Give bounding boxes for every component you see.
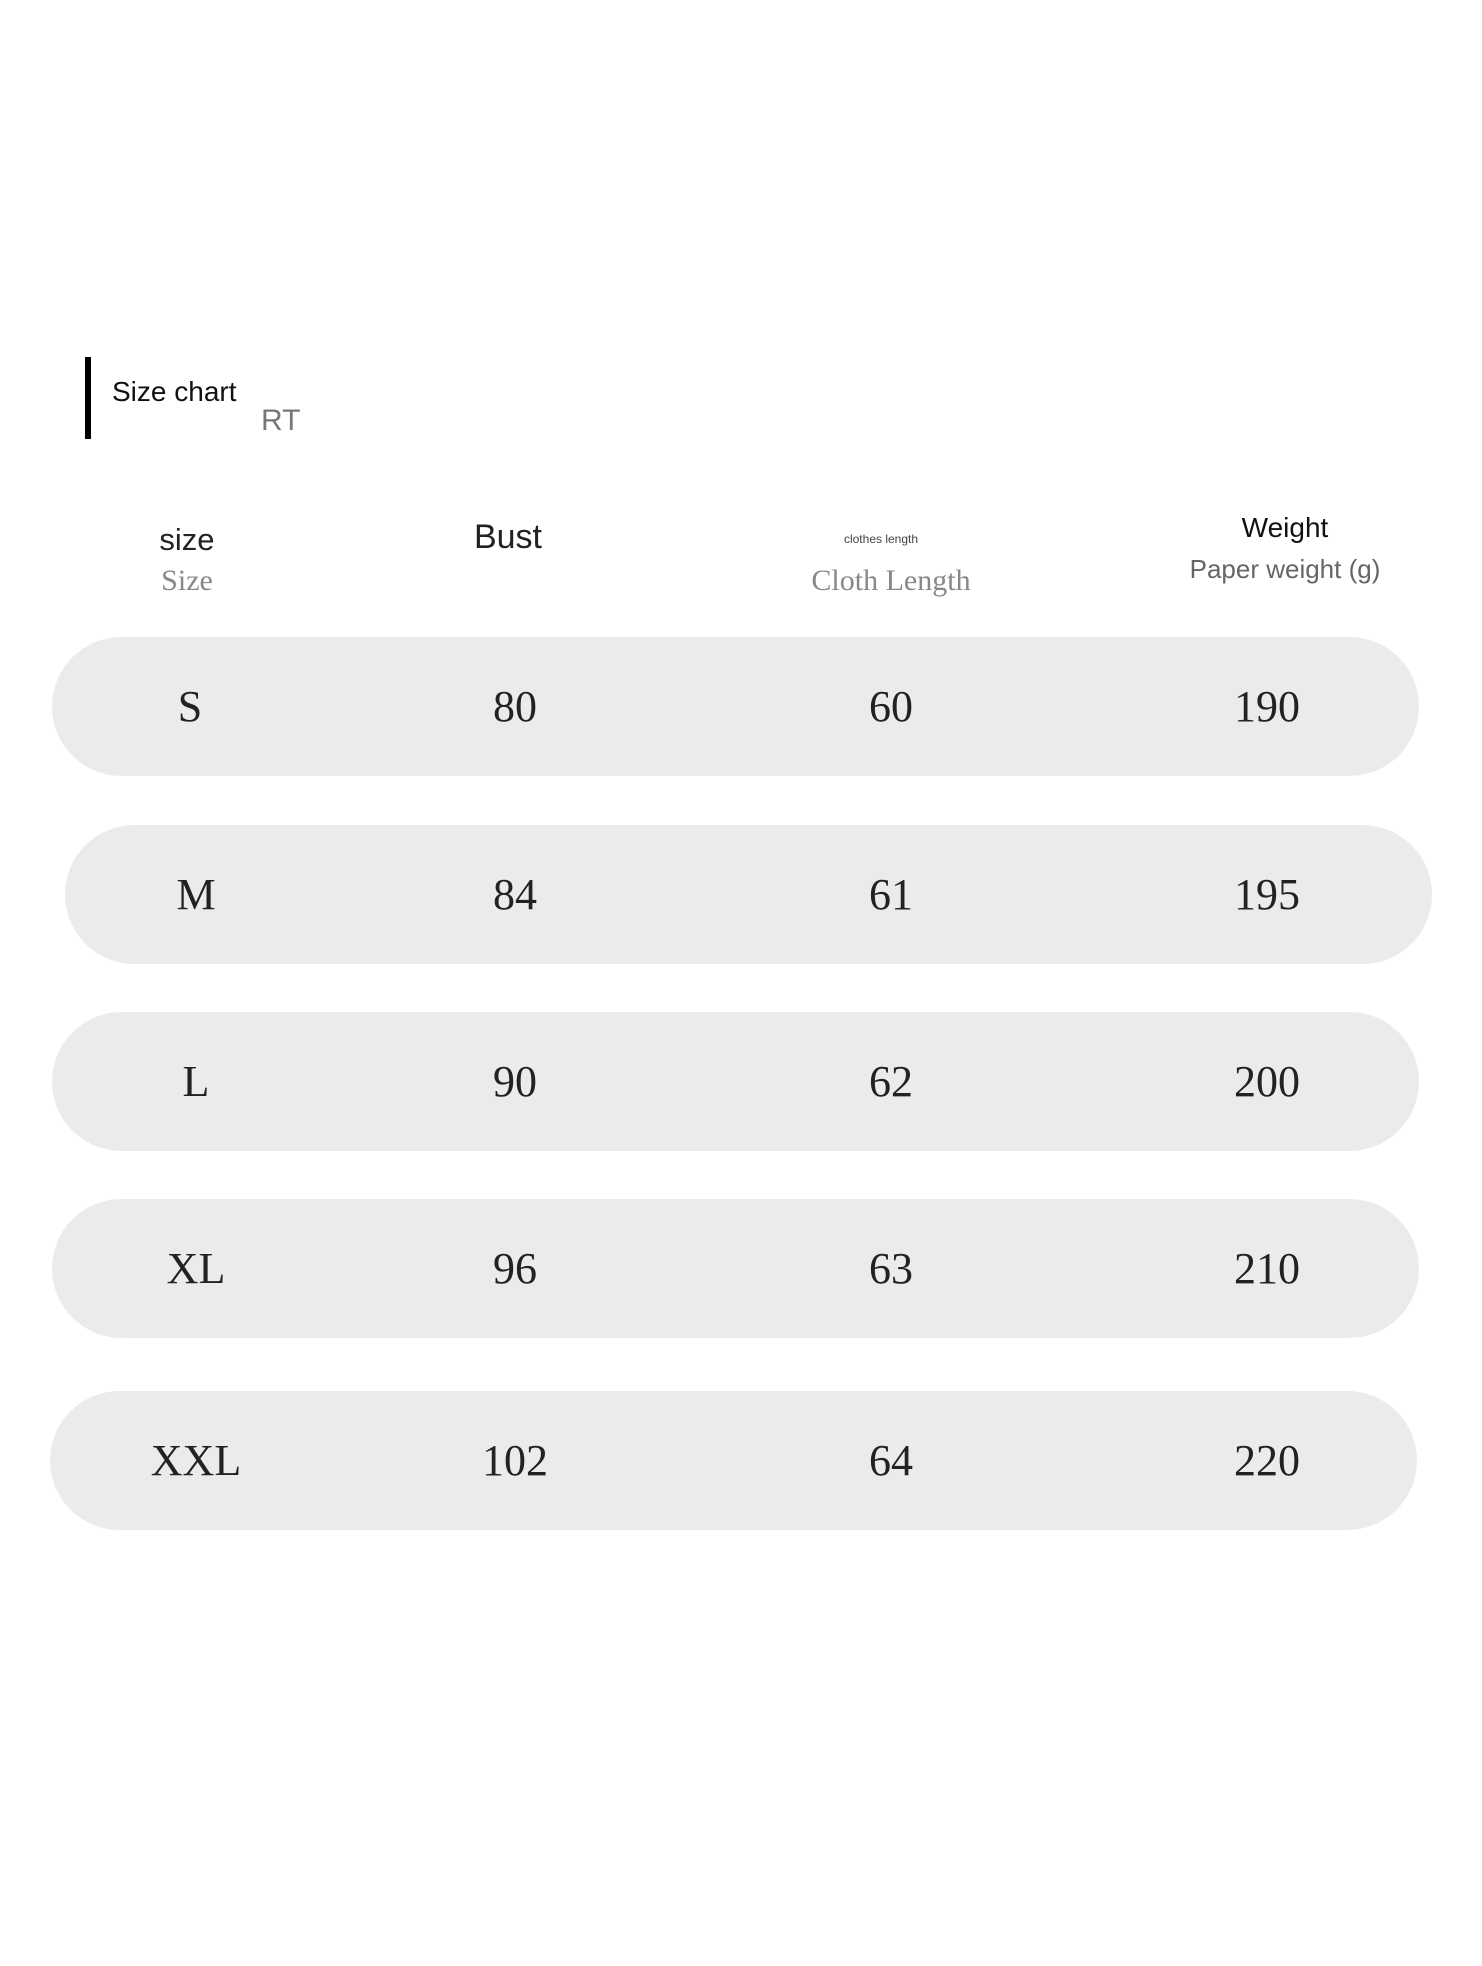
table-cell: 220 bbox=[1234, 1436, 1300, 1485]
table-cell: 60 bbox=[869, 682, 913, 731]
table-cell: M bbox=[176, 870, 216, 919]
table-cell: 195 bbox=[1234, 870, 1300, 919]
header-secondary: Cloth Length bbox=[811, 564, 971, 597]
table-row: XXL 102 64 220 bbox=[50, 1391, 1417, 1530]
table-row: M 84 61 195 bbox=[65, 825, 1432, 964]
column-header-weight: Weight Paper weight (g) bbox=[1105, 512, 1465, 585]
table-row: XL 96 63 210 bbox=[52, 1199, 1419, 1338]
table-cell: 200 bbox=[1234, 1057, 1300, 1106]
table-cell: 84 bbox=[493, 870, 537, 919]
header-primary: clothes length bbox=[843, 532, 919, 546]
title-accent-bar bbox=[85, 357, 91, 439]
table-cell: 62 bbox=[869, 1057, 913, 1106]
table-cell: XXL bbox=[150, 1436, 242, 1485]
header-primary: Bust bbox=[473, 518, 543, 556]
table-row: L 90 62 200 bbox=[52, 1012, 1419, 1151]
table-cell: 96 bbox=[493, 1244, 537, 1293]
page-title: Size chart bbox=[112, 376, 237, 407]
header-secondary: Paper weight (g) bbox=[1189, 554, 1381, 584]
table-cell: 190 bbox=[1234, 682, 1300, 731]
table-cell: 64 bbox=[869, 1436, 913, 1485]
table-row: S 80 60 190 bbox=[52, 637, 1419, 776]
table-cell: 90 bbox=[493, 1057, 537, 1106]
header-secondary: Size bbox=[161, 564, 213, 597]
column-header-size: size Size bbox=[7, 522, 367, 598]
table-cell: 210 bbox=[1234, 1244, 1300, 1293]
table-cell: 63 bbox=[869, 1244, 913, 1293]
column-header-length: clothes length Cloth Length bbox=[711, 532, 1071, 598]
table-cell: 80 bbox=[493, 682, 537, 731]
table-cell: L bbox=[182, 1057, 210, 1106]
table-cell: XL bbox=[166, 1244, 226, 1293]
header-primary: size bbox=[159, 522, 215, 557]
table-cell: 61 bbox=[869, 870, 913, 919]
column-header-bust: Bust bbox=[328, 518, 688, 563]
table-cell: S bbox=[177, 682, 203, 731]
table-cell: 102 bbox=[482, 1436, 548, 1485]
page-subtitle: RT bbox=[261, 404, 301, 437]
header-primary: Weight bbox=[1241, 512, 1329, 543]
